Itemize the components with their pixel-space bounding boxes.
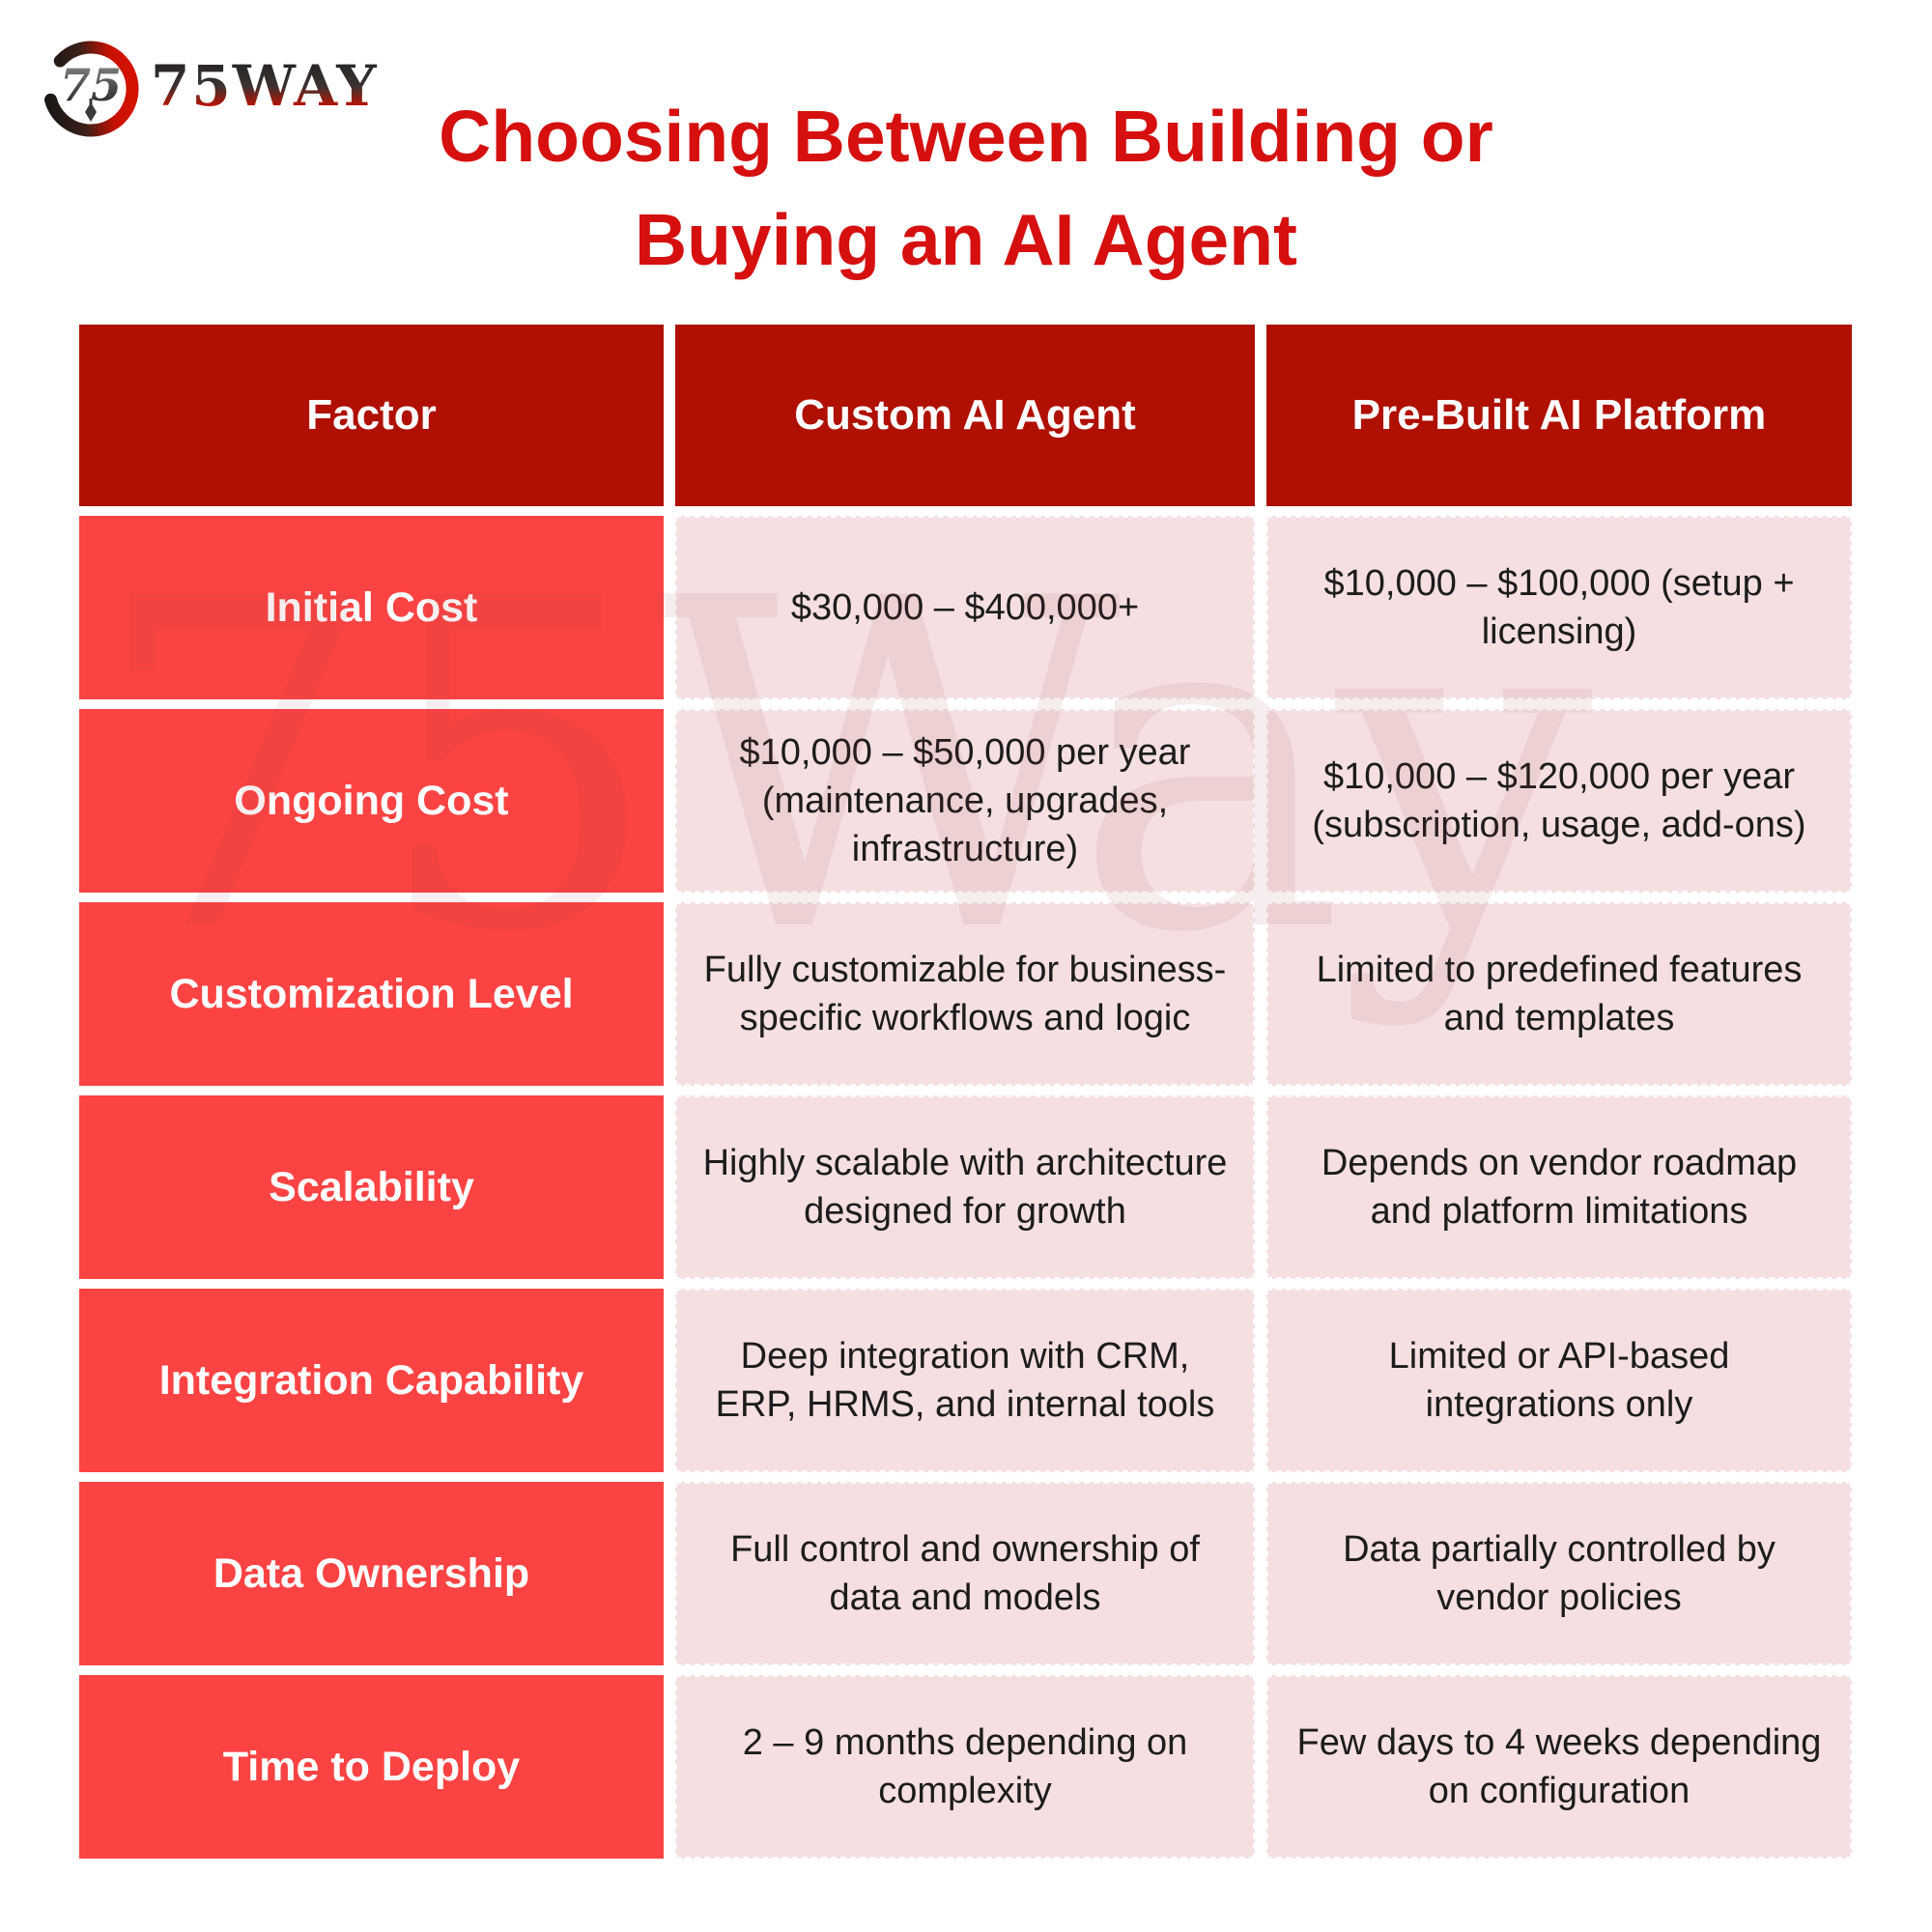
- value-cell-customization-level-custom: Fully customizable for business-specific…: [675, 902, 1255, 1086]
- factor-cell-customization-level: Customization Level: [79, 902, 664, 1086]
- brand-name: 75WAY: [151, 53, 379, 119]
- value-cell-data-ownership-custom: Full control and ownership of data and m…: [675, 1482, 1255, 1665]
- value-cell-initial-cost-prebuilt: $10,000 – $100,000 (setup + licensing): [1266, 516, 1852, 699]
- factor-cell-initial-cost: Initial Cost: [79, 516, 664, 699]
- crescent-75-icon: 75: [43, 41, 139, 137]
- factor-cell-integration-capability: Integration Capability: [79, 1289, 664, 1472]
- value-cell-scalability-custom: Highly scalable with architecture design…: [675, 1095, 1255, 1279]
- value-cell-integration-capability-custom: Deep integration with CRM, ERP, HRMS, an…: [675, 1289, 1255, 1472]
- factor-cell-ongoing-cost: Ongoing Cost: [79, 709, 664, 893]
- value-cell-initial-cost-custom: $30,000 – $400,000+: [675, 516, 1255, 699]
- page-title-line2: Buying an AI Agent: [634, 198, 1298, 280]
- value-cell-ongoing-cost-prebuilt: $10,000 – $120,000 per year (subscriptio…: [1266, 709, 1852, 893]
- value-cell-scalability-prebuilt: Depends on vendor roadmap and platform l…: [1266, 1095, 1852, 1279]
- value-cell-data-ownership-prebuilt: Data partially controlled by vendor poli…: [1266, 1482, 1852, 1665]
- factor-cell-scalability: Scalability: [79, 1095, 664, 1279]
- page-title-line1: Choosing Between Building or: [439, 96, 1493, 177]
- comparison-table: Factor Custom AI Agent Pre-Built AI Plat…: [79, 325, 1852, 1859]
- value-cell-integration-capability-prebuilt: Limited or API-based integrations only: [1266, 1289, 1852, 1472]
- value-cell-customization-level-prebuilt: Limited to predefined features and templ…: [1266, 902, 1852, 1086]
- header-cell-prebuilt-ai-platform: Pre-Built AI Platform: [1266, 325, 1852, 506]
- value-cell-time-to-deploy-custom: 2 – 9 months depending on complexity: [675, 1675, 1255, 1859]
- header-cell-factor: Factor: [79, 325, 664, 506]
- value-cell-ongoing-cost-custom: $10,000 – $50,000 per year (maintenance,…: [675, 709, 1255, 893]
- brand-logo: 75 75WAY: [41, 39, 379, 139]
- value-cell-time-to-deploy-prebuilt: Few days to 4 weeks depending on configu…: [1266, 1675, 1852, 1859]
- header-cell-custom-ai-agent: Custom AI Agent: [675, 325, 1255, 506]
- factor-cell-data-ownership: Data Ownership: [79, 1482, 664, 1665]
- factor-cell-time-to-deploy: Time to Deploy: [79, 1675, 664, 1859]
- page-title: Choosing Between Building or Buying an A…: [0, 85, 1932, 291]
